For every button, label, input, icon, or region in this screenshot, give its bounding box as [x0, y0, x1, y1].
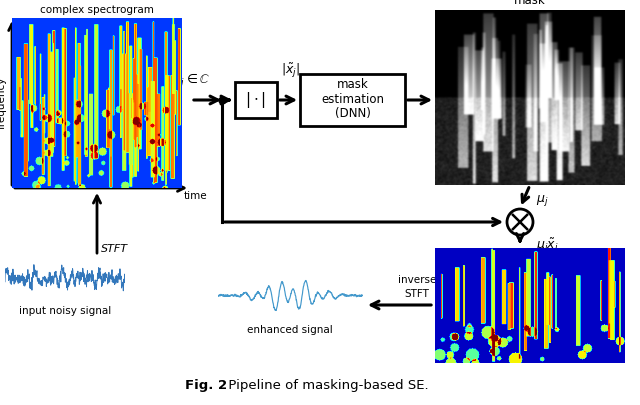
Text: complex spectrogram: complex spectrogram	[40, 5, 154, 15]
FancyBboxPatch shape	[300, 74, 405, 126]
FancyBboxPatch shape	[235, 82, 277, 118]
Text: $\tilde{x}_j \in \mathbb{C}$: $\tilde{x}_j \in \mathbb{C}$	[173, 72, 210, 90]
Text: Fig. 2: Fig. 2	[185, 379, 227, 392]
Text: mask: mask	[514, 0, 546, 7]
Text: frequency: frequency	[0, 77, 7, 129]
Text: $|\cdot|$: $|\cdot|$	[246, 90, 266, 110]
Text: (DNN): (DNN)	[335, 107, 371, 119]
Text: enhanced signal: enhanced signal	[247, 325, 333, 335]
Text: input noisy signal: input noisy signal	[19, 306, 111, 316]
Text: inverse
STFT: inverse STFT	[398, 275, 436, 298]
Text: mask
estimation: mask estimation	[321, 78, 384, 106]
Text: STFT: STFT	[101, 244, 128, 254]
Text: . Pipeline of masking-based SE.: . Pipeline of masking-based SE.	[220, 379, 429, 392]
Text: $|\tilde{x}_j|$: $|\tilde{x}_j|$	[281, 62, 300, 80]
Text: $\mu_j \tilde{x}_j$: $\mu_j \tilde{x}_j$	[536, 237, 559, 256]
Text: time: time	[184, 191, 207, 201]
Text: $\mu_j$: $\mu_j$	[536, 193, 548, 208]
